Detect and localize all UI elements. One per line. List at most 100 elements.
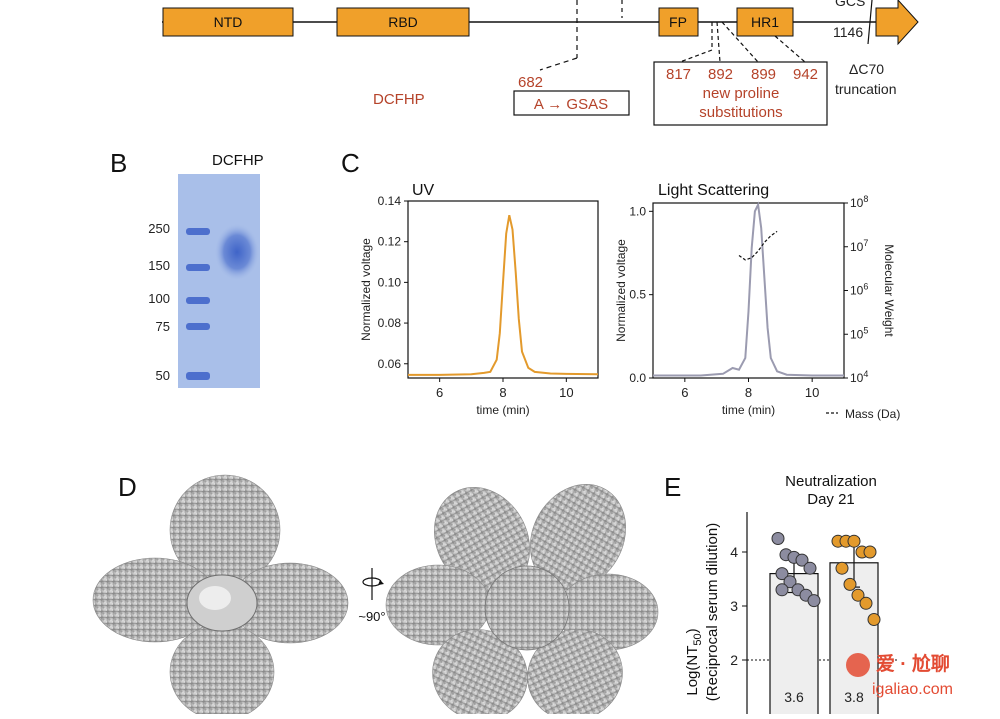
ls-y2tick-label: 104	[850, 369, 868, 385]
proline-box	[653, 61, 828, 126]
e-data-point	[843, 577, 857, 591]
ladder-label-250: 250	[148, 221, 170, 236]
cryoem-map-side-view	[92, 474, 349, 719]
uv-title: UV	[412, 182, 435, 199]
leader-line-817b	[679, 49, 713, 63]
ls-xtick-label: 6	[681, 385, 688, 400]
ls-y2label: Molecular Weight	[882, 244, 896, 337]
leader-line-942	[774, 35, 806, 63]
e-bar-value-label: 3.8	[844, 689, 864, 705]
neutralization-title-2: Day 21	[807, 491, 855, 508]
neutralization-title-1: Neutralization	[785, 473, 877, 490]
ladder-band-150	[186, 264, 210, 271]
top-partial-label: GCS	[835, 0, 865, 9]
c-terminal-arrow	[875, 0, 919, 46]
ladder-band-75	[186, 323, 210, 330]
uv-ytick-label: 0.08	[378, 316, 402, 330]
ls-ytick-label: 1.0	[629, 204, 646, 218]
ls-y2tick-label: 107	[850, 238, 868, 254]
uv-xtick-label: 10	[559, 385, 573, 400]
panel-b-gel: B DCFHP 250 150 100 75 50	[110, 148, 264, 388]
ls-y2tick-label: 106	[850, 282, 868, 298]
e-data-point	[775, 567, 789, 581]
ls-ylabel: Normalized voltage	[614, 239, 628, 342]
ls-y2tick-label: 108	[850, 194, 868, 210]
rotation-label: ~90°	[358, 609, 385, 624]
e-bar-value-label: 3.6	[784, 689, 804, 705]
ls-plot-frame	[652, 202, 845, 379]
panel-e-letter: E	[664, 472, 681, 502]
hr1-box	[736, 7, 794, 37]
proline-pos-899: 899	[751, 66, 776, 83]
leader-line-682b	[539, 57, 578, 71]
ls-xlabel: time (min)	[722, 403, 775, 417]
proline-pos-817: 817	[666, 66, 691, 83]
proline-text-2: substitutions	[699, 104, 782, 121]
e-data-point	[835, 561, 849, 575]
truncation-mark	[867, 0, 873, 45]
uv-ytick-label: 0.06	[378, 357, 402, 371]
panel-d-cryoem: D ~90°	[92, 472, 659, 719]
e-data-point	[863, 545, 877, 559]
panel-e: E Neutralization Day 21 Log(NT50) (Recip…	[664, 472, 898, 717]
truncation-label-1: ΔC70	[849, 61, 884, 77]
watermark-logo-icon	[846, 653, 870, 677]
e-data-point	[807, 594, 821, 608]
substitution-label: A → GSAS	[534, 96, 608, 113]
ladder-label-100: 100	[148, 291, 170, 306]
panel-c: C UV Light Scattering 6 8 100.060.080.100.…	[341, 148, 900, 421]
dcfhp-band	[215, 224, 259, 280]
proline-pos-942: 942	[793, 66, 818, 83]
leader-line-892	[716, 21, 721, 63]
ls-xtick-label: 8	[745, 385, 752, 400]
ls-title: Light Scattering	[658, 182, 769, 199]
ls-trace	[653, 201, 844, 377]
uv-chart: 6 8 10 0.06 0.08 0.10 0.12 0.14 time (min) Normal…	[359, 194, 599, 417]
panel-b-letter: B	[110, 148, 127, 178]
rbd-label: RBD	[388, 14, 418, 30]
construct-name: DCFHP	[373, 91, 425, 108]
watermark-text: 爱 · 尬聊	[876, 652, 950, 675]
e-ytick-label: 3	[730, 598, 738, 614]
e-ytick-label: 2	[730, 652, 738, 668]
e-data-point	[867, 613, 881, 626]
ladder-label-50: 50	[156, 368, 170, 383]
rbd-box	[336, 7, 470, 37]
residue-1146-label: 1146	[833, 24, 863, 40]
e-data-point	[851, 588, 865, 602]
proline-pos-892: 892	[708, 66, 733, 83]
e-data-point	[771, 532, 785, 545]
e-ylabel-1: Log(NT50)	[684, 628, 704, 695]
watermark: 爱 · 尬聊 igaliao.com	[846, 652, 953, 698]
uv-xlabel: time (min)	[476, 403, 529, 417]
uv-xtick-label: 6	[436, 385, 443, 400]
site-682-label: 682	[518, 74, 543, 91]
e-data-point	[803, 561, 817, 575]
uv-xtick-label: 8	[499, 385, 506, 400]
e-data-point	[859, 596, 873, 610]
substitution-box	[513, 90, 630, 116]
neutralization-chart: 2 3 4 3.6 3.8	[730, 512, 898, 717]
mass-legend-label: Mass (Da)	[845, 407, 900, 421]
e-data-point	[847, 534, 861, 548]
ladder-label-150: 150	[148, 258, 170, 273]
panel-a-domain-map: NTD RBD FP HR1 GCS 1146 ΔC70 truncation …	[162, 0, 919, 126]
ladder-label-75: 75	[156, 319, 170, 334]
ladder-band-250	[186, 228, 210, 235]
panel-c-letter: C	[341, 148, 360, 178]
ls-xtick-label: 10	[805, 385, 819, 400]
panel-d-letter: D	[118, 472, 137, 502]
e-data-point	[795, 553, 809, 567]
gel-title: DCFHP	[212, 152, 264, 169]
watermark-url: igaliao.com	[872, 681, 953, 698]
ladder-band-50	[186, 372, 210, 380]
e-ylabel-2: (Reciprocal serum dilution)	[704, 523, 721, 701]
e-data-point	[775, 583, 789, 597]
gel-background	[178, 174, 260, 388]
uv-ytick-label: 0.12	[378, 235, 402, 249]
mass-trace	[738, 230, 778, 261]
e-data-point	[783, 575, 797, 589]
proline-text-1: new proline	[703, 85, 780, 102]
ls-y2tick-label: 105	[850, 325, 868, 341]
